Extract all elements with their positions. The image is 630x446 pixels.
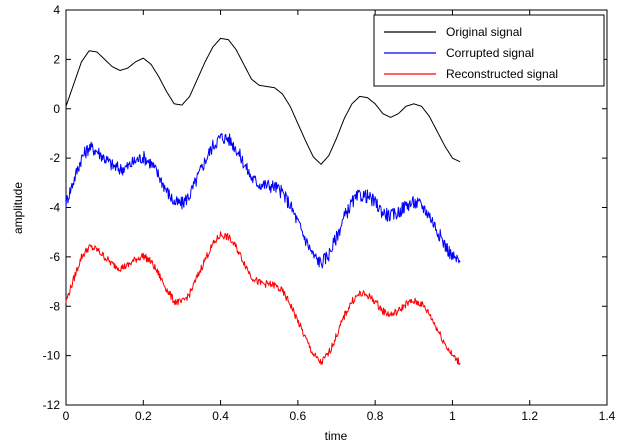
series-layer [65, 37, 461, 366]
x-tick-label: 1.4 [599, 409, 616, 423]
y-tick-label: -2 [49, 151, 60, 165]
x-tick-label: 0.8 [367, 409, 384, 423]
y-tick-label: -6 [49, 250, 60, 264]
y-tick-label: -4 [49, 201, 60, 215]
y-tick-label: 0 [53, 102, 60, 116]
x-tick-label: 0 [63, 409, 70, 423]
y-tick-label: 4 [53, 3, 60, 17]
x-tick-label: 0.6 [290, 409, 307, 423]
x-tick-label: 0.4 [212, 409, 229, 423]
x-axis-tick-labels: 0 0.2 0.4 0.6 0.8 1 1.2 1.4 [63, 409, 616, 423]
y-tick-label: 2 [53, 52, 60, 66]
legend-label-reconstructed: Reconstructed signal [446, 67, 558, 81]
series-line-reconstructed [65, 231, 461, 366]
series-line-original [65, 37, 461, 165]
x-tick-label: 0.2 [135, 409, 152, 423]
y-tick-label: -8 [49, 299, 60, 313]
legend: Original signal Corrupted signal Reconst… [373, 14, 605, 87]
legend-label-original: Original signal [446, 25, 522, 39]
y-axis-label: amplitude [11, 182, 25, 234]
y-axis-tick-labels: 4 2 0 -2 -4 -6 -8 -10 -12 [43, 3, 61, 412]
x-axis-label: time [325, 429, 348, 443]
y-tick-label: -10 [43, 349, 61, 363]
x-tick-label: 1 [449, 409, 456, 423]
y-tick-label: -12 [43, 398, 61, 412]
series-line-corrupted [65, 132, 461, 269]
legend-label-corrupted: Corrupted signal [446, 46, 534, 60]
x-tick-label: 1.2 [521, 409, 538, 423]
axis-ticks [65, 9, 608, 406]
